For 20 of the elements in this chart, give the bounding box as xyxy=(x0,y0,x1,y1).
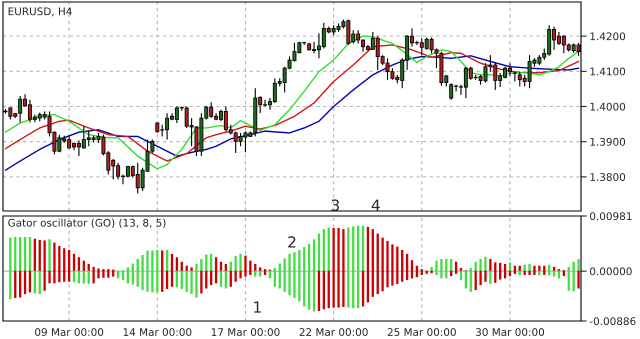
annotation: 2 xyxy=(288,236,296,248)
y-tick-label: -0.00886 xyxy=(590,317,636,326)
y-tick-label: 1.4100 xyxy=(590,68,626,76)
y-tick-label: 1.4000 xyxy=(590,102,626,111)
y-tick-label: 1.4200 xyxy=(590,32,626,40)
y-tick-label: 1.3800 xyxy=(590,173,626,181)
x-tick-label: 22 Mar 00:00 xyxy=(300,328,368,336)
annotation: 3 xyxy=(332,199,339,211)
annotation: 1 xyxy=(254,301,261,313)
x-tick-label: 09 Mar 00:00 xyxy=(35,328,104,336)
x-tick-label: 17 Mar 00:00 xyxy=(212,328,280,336)
chart-title: Gator oscillator (GO) (13, 8, 5) xyxy=(8,218,166,228)
y-tick-label: 1.3900 xyxy=(590,138,626,146)
x-tick-label: 25 Mar 00:00 xyxy=(388,328,456,336)
annotation: 4 xyxy=(372,200,380,211)
chart-title: EURUSD, H4 xyxy=(8,7,72,16)
y-tick-label: 0.00000 xyxy=(590,267,632,276)
y-tick-label: 0.00981 xyxy=(590,212,632,220)
x-tick-label: 14 Mar 00:00 xyxy=(124,328,192,336)
x-tick-label: 30 Mar 00:00 xyxy=(476,328,544,336)
